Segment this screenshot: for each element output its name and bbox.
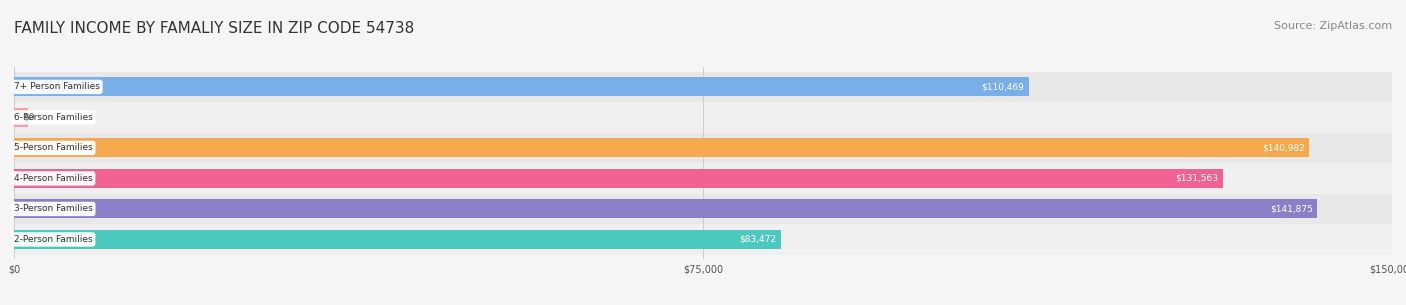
- Bar: [14, 77, 1029, 96]
- Text: Source: ZipAtlas.com: Source: ZipAtlas.com: [1274, 21, 1392, 31]
- Text: $83,472: $83,472: [740, 235, 776, 244]
- Bar: [14, 163, 1392, 194]
- Text: 2-Person Families: 2-Person Families: [14, 235, 93, 244]
- Bar: [14, 194, 1392, 224]
- Text: 4-Person Families: 4-Person Families: [14, 174, 93, 183]
- Bar: [14, 72, 1392, 102]
- Text: $141,875: $141,875: [1270, 204, 1313, 214]
- Bar: [14, 230, 780, 249]
- Bar: [14, 138, 1309, 157]
- Bar: [14, 199, 1317, 218]
- Bar: [14, 169, 1223, 188]
- Text: 7+ Person Families: 7+ Person Families: [14, 82, 100, 92]
- Bar: [14, 133, 1392, 163]
- Text: $110,469: $110,469: [981, 82, 1024, 92]
- Text: $140,982: $140,982: [1261, 143, 1305, 152]
- Text: 6-Person Families: 6-Person Families: [14, 113, 93, 122]
- Bar: [14, 108, 28, 127]
- Bar: [14, 224, 1392, 255]
- Text: 5-Person Families: 5-Person Families: [14, 143, 93, 152]
- Text: $131,563: $131,563: [1175, 174, 1218, 183]
- Text: $0: $0: [24, 113, 35, 122]
- Text: FAMILY INCOME BY FAMALIY SIZE IN ZIP CODE 54738: FAMILY INCOME BY FAMALIY SIZE IN ZIP COD…: [14, 21, 415, 36]
- Text: 3-Person Families: 3-Person Families: [14, 204, 93, 214]
- Bar: [14, 102, 1392, 133]
